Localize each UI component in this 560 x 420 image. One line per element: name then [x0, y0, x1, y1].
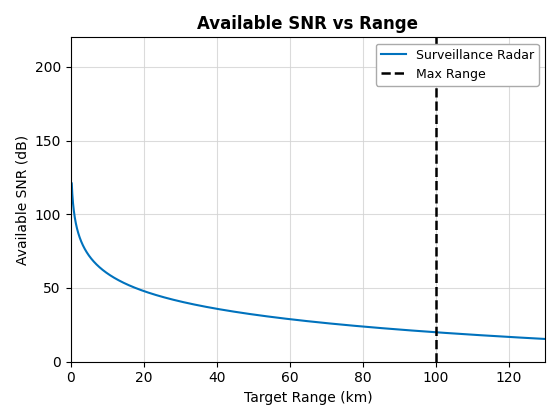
Surveillance Radar: [88, 256, 95, 261]
Surveillance Radar: [516, 335, 523, 340]
Max Range: [432, 358, 439, 363]
Line: Surveillance Radar: Surveillance Radar: [72, 184, 545, 339]
Title: Available SNR vs Range: Available SNR vs Range: [197, 15, 418, 33]
Surveillance Radar: [542, 336, 548, 341]
Y-axis label: Available SNR (dB): Available SNR (dB): [15, 134, 29, 265]
Surveillance Radar: [71, 209, 77, 214]
Surveillance Radar: [161, 295, 168, 300]
Surveillance Radar: [97, 265, 104, 270]
Surveillance Radar: [68, 181, 75, 186]
Max Range: [432, 359, 439, 364]
Legend: Surveillance Radar, Max Range: Surveillance Radar, Max Range: [376, 44, 539, 86]
Surveillance Radar: [300, 318, 306, 323]
X-axis label: Target Range (km): Target Range (km): [244, 391, 372, 405]
